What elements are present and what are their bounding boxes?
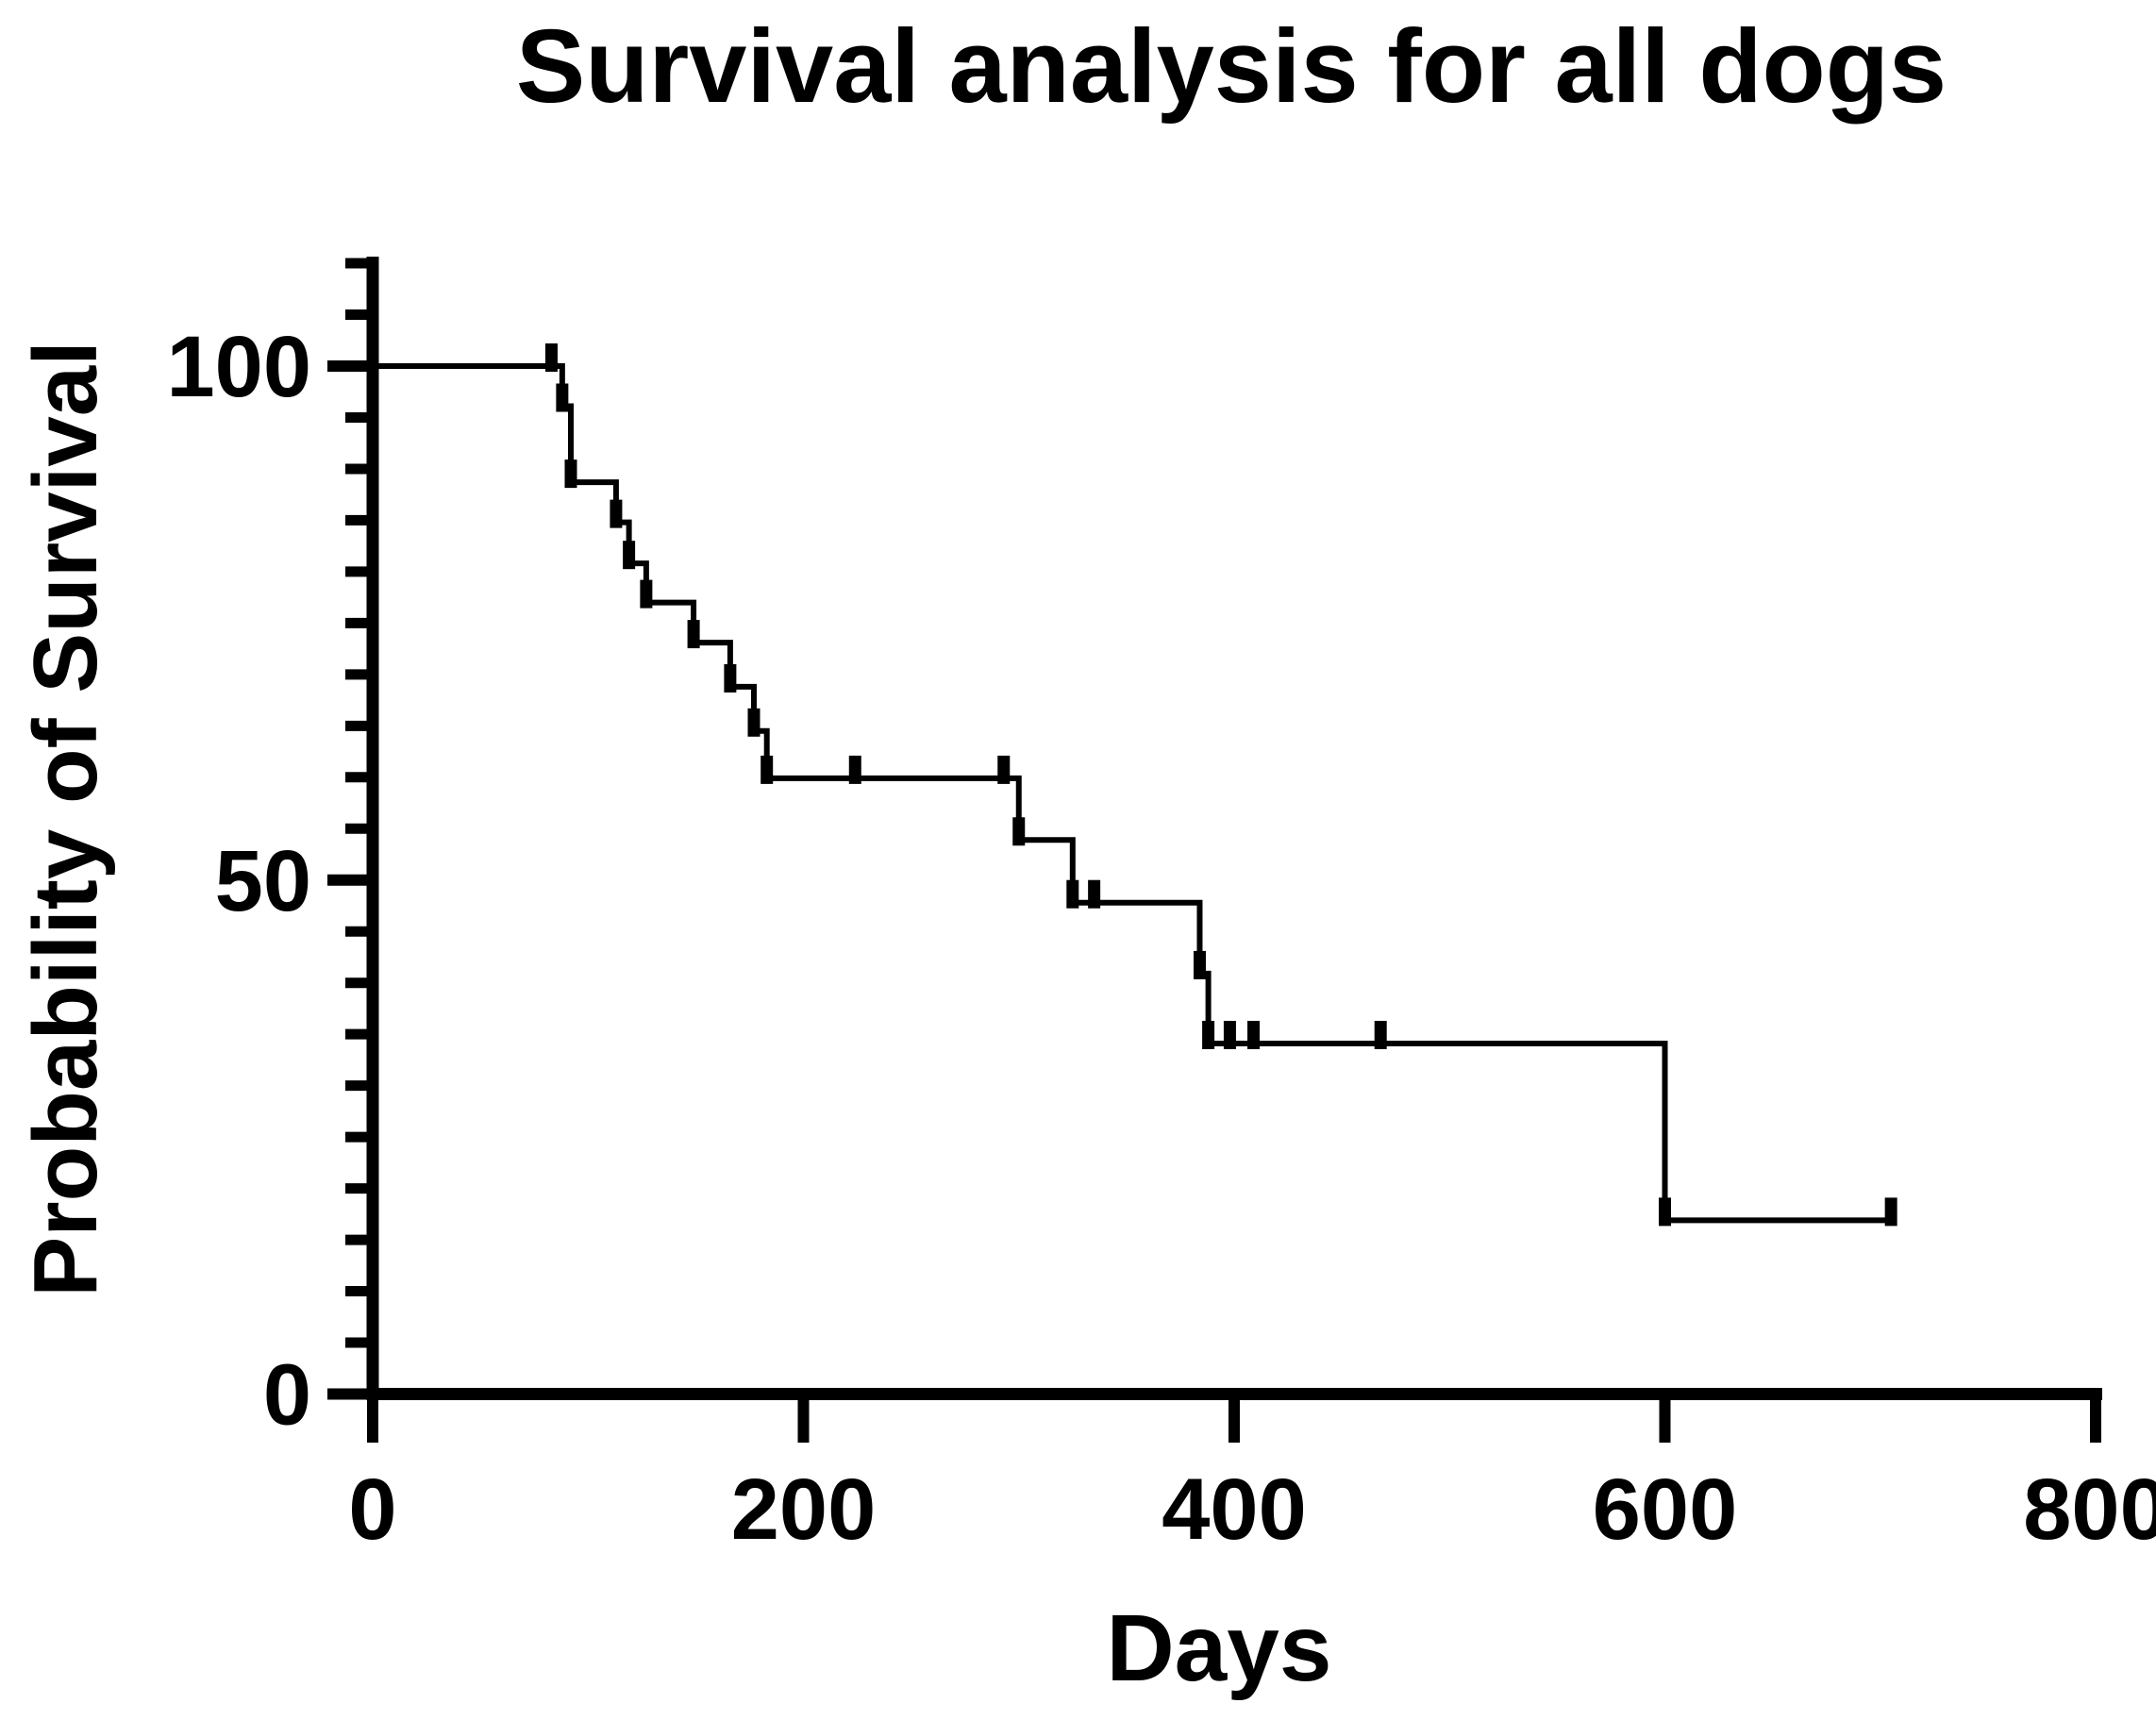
event-tick-mark-day-600 [1659,1197,1671,1227]
event-tick-mark-day-113 [610,499,623,528]
x-tick-label-200: 200 [731,1461,877,1558]
censor-and-event-ticks [544,343,1897,1227]
event-tick-mark-day-149 [687,620,700,649]
event-tick-mark-day-183 [760,755,774,784]
chart-title: Survival analysis for all dogs [516,8,1947,125]
censor-tick-mark-day-409 [1247,1020,1261,1049]
x-tick-label-600: 600 [1593,1461,1738,1558]
y-axis: 0 50 100 [167,257,379,1444]
event-tick-mark-day-388 [1202,1020,1215,1049]
event-tick-mark-day-300 [1012,817,1026,846]
censor-tick-mark-day-468 [1374,1020,1387,1049]
event-tick-mark-day-325 [1066,879,1079,909]
censor-tick-mark-day-293 [997,755,1011,784]
event-tick-mark-day-92 [564,459,577,489]
y-tick-label-100: 100 [167,319,312,415]
censor-tick-mark-day-83 [544,343,558,372]
y-tick-label-0: 0 [263,1347,311,1444]
event-tick-mark-day-127 [640,579,653,609]
y-axis-title: Probability of Survival [15,341,116,1297]
x-tick-label-800: 800 [2023,1461,2156,1558]
x-tick-label-400: 400 [1162,1461,1307,1558]
censor-tick-mark-day-398 [1223,1020,1236,1049]
censor-tick-mark-day-335 [1088,879,1101,909]
censor-tick-mark-day-224 [848,755,861,784]
censor-tick-mark-day-705 [1884,1197,1897,1227]
event-tick-mark-day-119 [623,541,636,570]
event-tick-mark-day-384 [1193,950,1206,979]
x-tick-label-0: 0 [348,1461,396,1558]
x-axis: 0 200 400 600 800 [348,1388,2156,1558]
x-axis-title: Days [1106,1595,1331,1701]
event-tick-mark-day-88 [556,383,569,412]
kaplan-meier-step-line [373,363,1892,1224]
survival-curve [373,363,1892,1224]
y-tick-label-50: 50 [215,833,311,929]
event-tick-mark-day-177 [747,708,760,737]
event-tick-mark-day-166 [724,663,737,693]
